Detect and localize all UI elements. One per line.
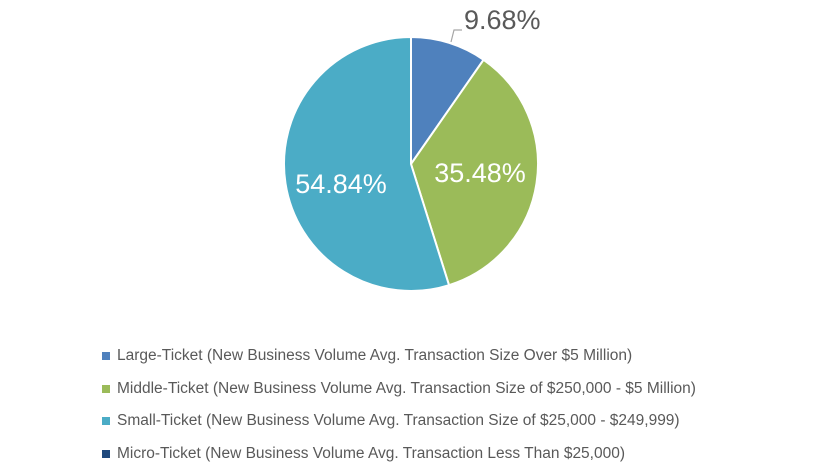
legend-item-middle-ticket: Middle-Ticket (New Business Volume Avg. … (102, 373, 696, 406)
legend-label: Middle-Ticket (New Business Volume Avg. … (117, 379, 696, 397)
pie-slice (283, 35, 451, 292)
legend-item-large-ticket: Large-Ticket (New Business Volume Avg. T… (102, 340, 696, 373)
legend: Large-Ticket (New Business Volume Avg. T… (102, 340, 696, 470)
legend-item-small-ticket: Small-Ticket (New Business Volume Avg. T… (102, 405, 696, 438)
legend-label: Small-Ticket (New Business Volume Avg. T… (117, 412, 680, 430)
legend-label: Micro-Ticket (New Business Volume Avg. T… (117, 444, 626, 462)
data-label: 35.48% (434, 158, 526, 188)
legend-swatch (102, 417, 110, 426)
legend-swatch (102, 384, 110, 393)
pie-slice (410, 35, 485, 168)
legend-label: Large-Ticket (New Business Volume Avg. T… (117, 347, 633, 365)
legend-swatch (102, 449, 110, 458)
legend-item-micro-ticket: Micro-Ticket (New Business Volume Avg. T… (102, 438, 696, 471)
legend-swatch (102, 352, 110, 361)
data-label: 9.68% (464, 5, 541, 35)
leader-line (450, 29, 462, 43)
pie-slice (409, 58, 539, 287)
data-label: 54.84% (295, 169, 387, 199)
